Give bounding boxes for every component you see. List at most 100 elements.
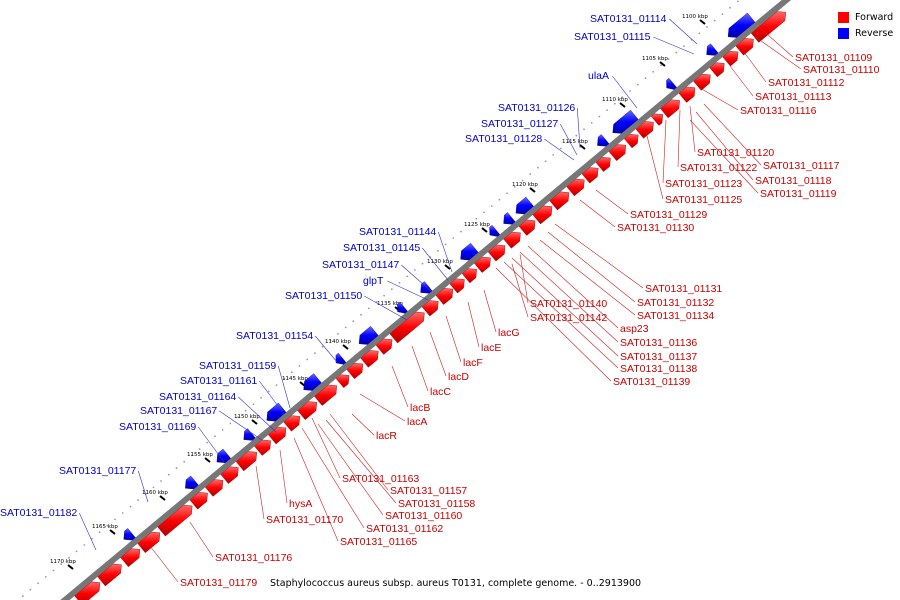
forward-gene-label: SAT0131_01162: [366, 523, 443, 535]
tick-label: 1130 kbp: [427, 259, 453, 265]
reverse-gene: [460, 242, 479, 261]
forward-gene: [650, 113, 664, 126]
forward-gene-label: SAT0131_01109: [795, 52, 872, 64]
forward-leader-line: [483, 289, 497, 333]
reverse-gene-label: SAT0131_01154: [236, 330, 313, 342]
forward-gene: [137, 531, 161, 553]
reverse-leader-line: [79, 512, 97, 551]
ring-dot: [221, 429, 224, 431]
ring-dot: [160, 480, 163, 482]
genome-caption: Staphylococcus aureus subsp. aureus T013…: [270, 578, 642, 589]
ring-dot: [706, 26, 708, 28]
forward-leader-line: [759, 27, 794, 58]
forward-gene-label: SAT0131_01142: [530, 312, 607, 324]
reverse-leader-line: [138, 470, 149, 503]
reverse-leader-line: [401, 264, 433, 293]
forward-gene: [581, 167, 599, 184]
forward-gene: [449, 278, 465, 294]
forward-gene: [635, 121, 654, 139]
forward-leader-line: [359, 393, 406, 422]
reverse-gene: [489, 225, 501, 237]
forward-gene-label: SAT0131_01176: [215, 552, 292, 564]
forward-leader-line: [519, 253, 529, 304]
forward-gene: [297, 401, 318, 420]
forward-gene: [235, 451, 258, 472]
forward-leader-line: [467, 301, 480, 348]
forward-leader-line: [317, 423, 384, 516]
forward-gene: [254, 439, 271, 456]
tick-label: 1110 kbp: [602, 97, 628, 103]
ring-dot: [252, 403, 255, 406]
reverse-gene: [216, 448, 231, 464]
tick-label: 1100 kbp: [682, 14, 708, 20]
forward-gene-label: SAT0131_01163: [342, 473, 419, 485]
ring-dot: [175, 467, 178, 470]
ring-dot: [613, 102, 616, 105]
tick-mark: [659, 61, 666, 67]
ring-dot: [398, 281, 401, 284]
tick-mark: [342, 344, 349, 350]
forward-gene-label: lacR: [376, 430, 397, 442]
tick-mark: [699, 19, 706, 25]
ring-dot: [390, 288, 393, 291]
forward-gene: [120, 548, 141, 568]
ring-dot: [667, 58, 670, 60]
forward-gene-label: SAT0131_01113: [755, 91, 832, 103]
reverse-leader-line: [612, 75, 638, 109]
forward-gene-label: SAT0131_01160: [385, 510, 462, 522]
ring-dot: [414, 269, 416, 271]
ring-dot: [421, 262, 424, 265]
forward-gene-label: SAT0131_01140: [530, 298, 607, 310]
tick-mark: [444, 264, 451, 270]
forward-leader-line: [579, 199, 616, 228]
ring-dot: [244, 409, 247, 412]
ring-dot: [137, 499, 140, 502]
ring-dot: [106, 524, 109, 527]
forward-leader-line: [411, 345, 429, 392]
reverse-leader-line: [577, 107, 581, 149]
reverse-leader-line: [315, 335, 338, 363]
forward-gene-label: SAT0131_01132: [637, 297, 714, 309]
ring-dot: [21, 595, 24, 597]
tick-mark: [481, 227, 488, 233]
reverse-gene: [358, 326, 379, 345]
forward-gene: [487, 244, 506, 262]
forward-gene: [750, 11, 787, 43]
forward-leader-line: [279, 449, 288, 504]
forward-gene: [435, 288, 454, 305]
ring-dot: [329, 339, 332, 342]
forward-gene: [389, 311, 425, 344]
forward-gene-label: SAT0131_01134: [637, 310, 714, 322]
ring-dot: [498, 198, 501, 201]
forward-leader-line: [729, 65, 754, 97]
ring-dot: [513, 186, 516, 188]
reverse-gene-label: glpT: [363, 275, 384, 287]
forward-leader-line: [445, 315, 462, 363]
ring-dot: [352, 320, 355, 323]
ring-dot: [68, 556, 70, 559]
ring-dot: [298, 365, 301, 367]
reverse-leader-line: [278, 365, 291, 409]
ring-dot: [29, 588, 32, 591]
forward-leader-line: [301, 427, 365, 529]
legend-reverse-label: Reverse: [855, 27, 894, 39]
forward-gene-label: lacE: [481, 342, 501, 354]
forward-gene: [693, 73, 711, 91]
ring-dot: [475, 217, 478, 220]
forward-leader-line: [554, 223, 644, 289]
ring-dot: [60, 563, 63, 565]
forward-gene: [335, 374, 350, 388]
forward-gene: [566, 178, 585, 197]
reverse-leader-line: [653, 36, 695, 55]
forward-leader-line: [689, 119, 759, 194]
forward-leader-line: [547, 231, 636, 303]
genome-backbone: [60, 0, 792, 600]
tick-label: 1125 kbp: [464, 222, 490, 228]
forward-leader-line: [527, 245, 619, 329]
gene-features: [74, 11, 787, 600]
forward-gene-label: SAT0131_01119: [760, 188, 837, 200]
forward-leader-line: [703, 103, 762, 166]
reverse-leader-line: [438, 231, 453, 273]
forward-gene-label: SAT0131_01165: [340, 536, 417, 548]
reverse-gene-label: SAT0131_01164: [159, 391, 236, 403]
